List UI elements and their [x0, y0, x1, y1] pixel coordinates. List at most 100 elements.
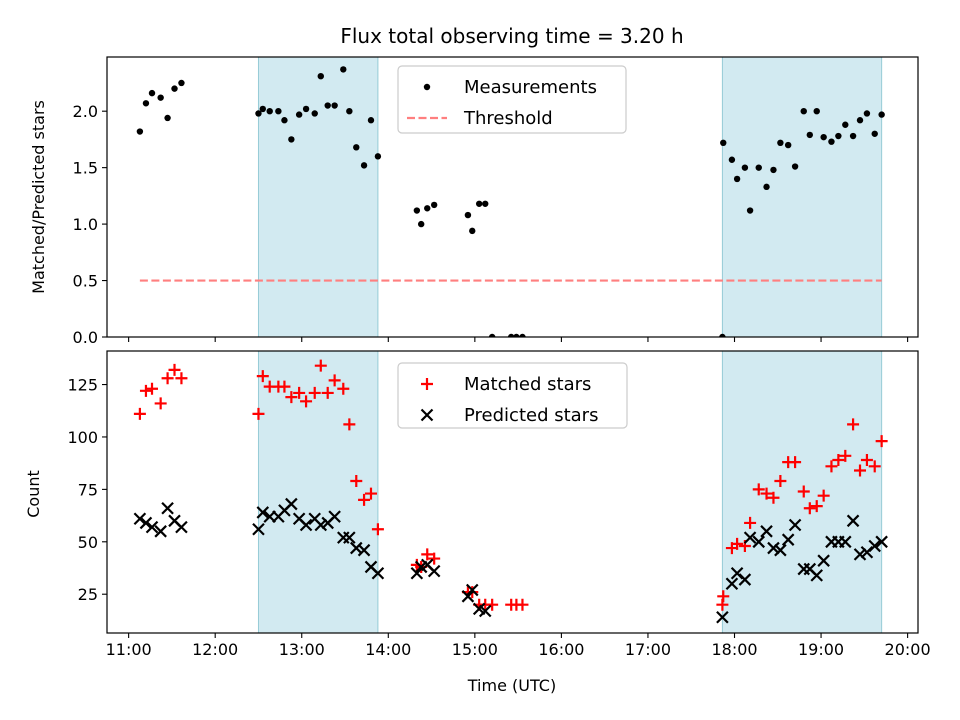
legend-box	[397, 65, 627, 134]
axes-frame	[106, 56, 919, 338]
matched-star-marker	[146, 382, 159, 395]
y-tick-label: 100	[67, 428, 98, 447]
predicted-star-marker	[252, 522, 265, 536]
legend-box	[397, 362, 628, 429]
predicted-star-marker	[868, 539, 882, 553]
predicted-star-marker	[357, 543, 371, 557]
predicted-star-marker	[175, 520, 188, 534]
predicted-star-marker	[846, 514, 860, 528]
bottom-y-axis-label: Count	[24, 470, 43, 518]
matched-star-marker	[825, 460, 838, 473]
measurement-point	[353, 144, 360, 151]
measurement-point	[806, 131, 814, 139]
measurement-point	[136, 128, 144, 135]
measurement-point	[784, 141, 792, 149]
matched-star-marker	[868, 460, 881, 473]
matched-star-marker	[364, 487, 377, 500]
legend-marker	[420, 408, 434, 422]
matched-star-marker	[175, 372, 188, 385]
matched-star-marker	[293, 386, 306, 399]
predicted-star-marker	[743, 531, 757, 544]
measurement-point	[374, 153, 382, 160]
matched-star-marker	[774, 474, 787, 487]
x-tick-label: 19:00	[798, 640, 844, 659]
predicted-star-marker	[760, 525, 773, 538]
y-tick-label: 125	[67, 376, 98, 395]
measurement-point	[424, 205, 431, 212]
measurement-point	[340, 66, 347, 73]
predicted-star-marker	[781, 533, 795, 546]
matched-star-marker	[767, 491, 780, 504]
x-tick-label: 15:00	[452, 640, 498, 659]
measurement-point	[288, 136, 295, 143]
measurement-point	[791, 163, 799, 170]
y-tick-label: 1.0	[73, 215, 98, 234]
predicted-star-marker	[774, 543, 787, 557]
predicted-star-marker	[853, 548, 867, 561]
matched-star-marker	[285, 391, 298, 404]
measurement-point	[142, 100, 150, 107]
predicted-star-marker	[349, 541, 363, 555]
measurement-point	[164, 114, 171, 122]
x-tick-label: 16:00	[538, 640, 584, 659]
matched-star-marker	[161, 372, 174, 385]
measurement-point	[178, 79, 185, 87]
measurement-point	[728, 156, 736, 163]
predicted-star-marker	[427, 564, 441, 578]
legend-marker	[423, 83, 431, 91]
matched-star-marker	[810, 500, 823, 513]
predicted-star-marker	[817, 554, 830, 567]
matched-star-marker	[847, 418, 860, 431]
measurement-point	[746, 207, 754, 214]
matched-star-marker	[308, 386, 321, 399]
measurement-point	[413, 207, 421, 214]
predicted-star-marker	[371, 566, 385, 580]
matched-star-marker	[832, 454, 845, 467]
measurement-point	[856, 117, 864, 124]
measurement-point	[842, 121, 849, 128]
measurement-point	[820, 133, 827, 141]
measurement-point	[741, 164, 749, 171]
predicted-star-marker	[299, 518, 313, 532]
predicted-star-marker	[285, 497, 298, 511]
matched-star-marker	[278, 380, 291, 393]
predicted-star-marker	[461, 590, 475, 603]
matched-star-marker	[860, 454, 873, 467]
y-tick-label: 1.5	[73, 159, 98, 178]
matched-star-marker	[252, 407, 265, 420]
measurement-point	[813, 107, 820, 115]
y-tick-label: 50	[78, 533, 98, 552]
measurement-point	[720, 139, 727, 147]
predicted-star-marker	[752, 535, 766, 549]
y-tick-label: 25	[78, 585, 98, 604]
matched-star-marker	[486, 598, 499, 611]
predicted-star-marker	[139, 516, 153, 530]
measurement-point	[475, 200, 483, 207]
matched-star-marker	[133, 407, 146, 420]
predicted-star-marker	[465, 583, 479, 597]
y-tick-label: 0.5	[73, 272, 98, 291]
measurement-point	[295, 111, 303, 118]
matched-star-marker	[717, 590, 730, 603]
measurement-point	[849, 132, 857, 140]
predicted-star-marker	[839, 535, 852, 549]
measurement-point	[777, 139, 784, 147]
predicted-star-marker	[875, 535, 888, 549]
predicted-star-marker	[161, 501, 174, 515]
matched-star-marker	[139, 384, 152, 397]
matched-star-marker	[731, 537, 744, 550]
x-tick-label: 14:00	[365, 640, 411, 659]
legend-label: Predicted stars	[464, 405, 598, 426]
predicted-star-marker	[716, 610, 729, 624]
measurement-point	[275, 107, 282, 115]
measurement-point	[281, 117, 288, 124]
measurement-point	[346, 107, 353, 115]
measurement-point	[317, 72, 324, 80]
matched-star-marker	[752, 483, 765, 496]
matched-star-marker	[328, 374, 341, 387]
measurement-point	[871, 130, 878, 137]
measurement-point	[508, 333, 515, 337]
measurement-point	[770, 166, 777, 174]
x-tick-label: 20:00	[885, 640, 931, 659]
measurement-point	[488, 333, 496, 337]
